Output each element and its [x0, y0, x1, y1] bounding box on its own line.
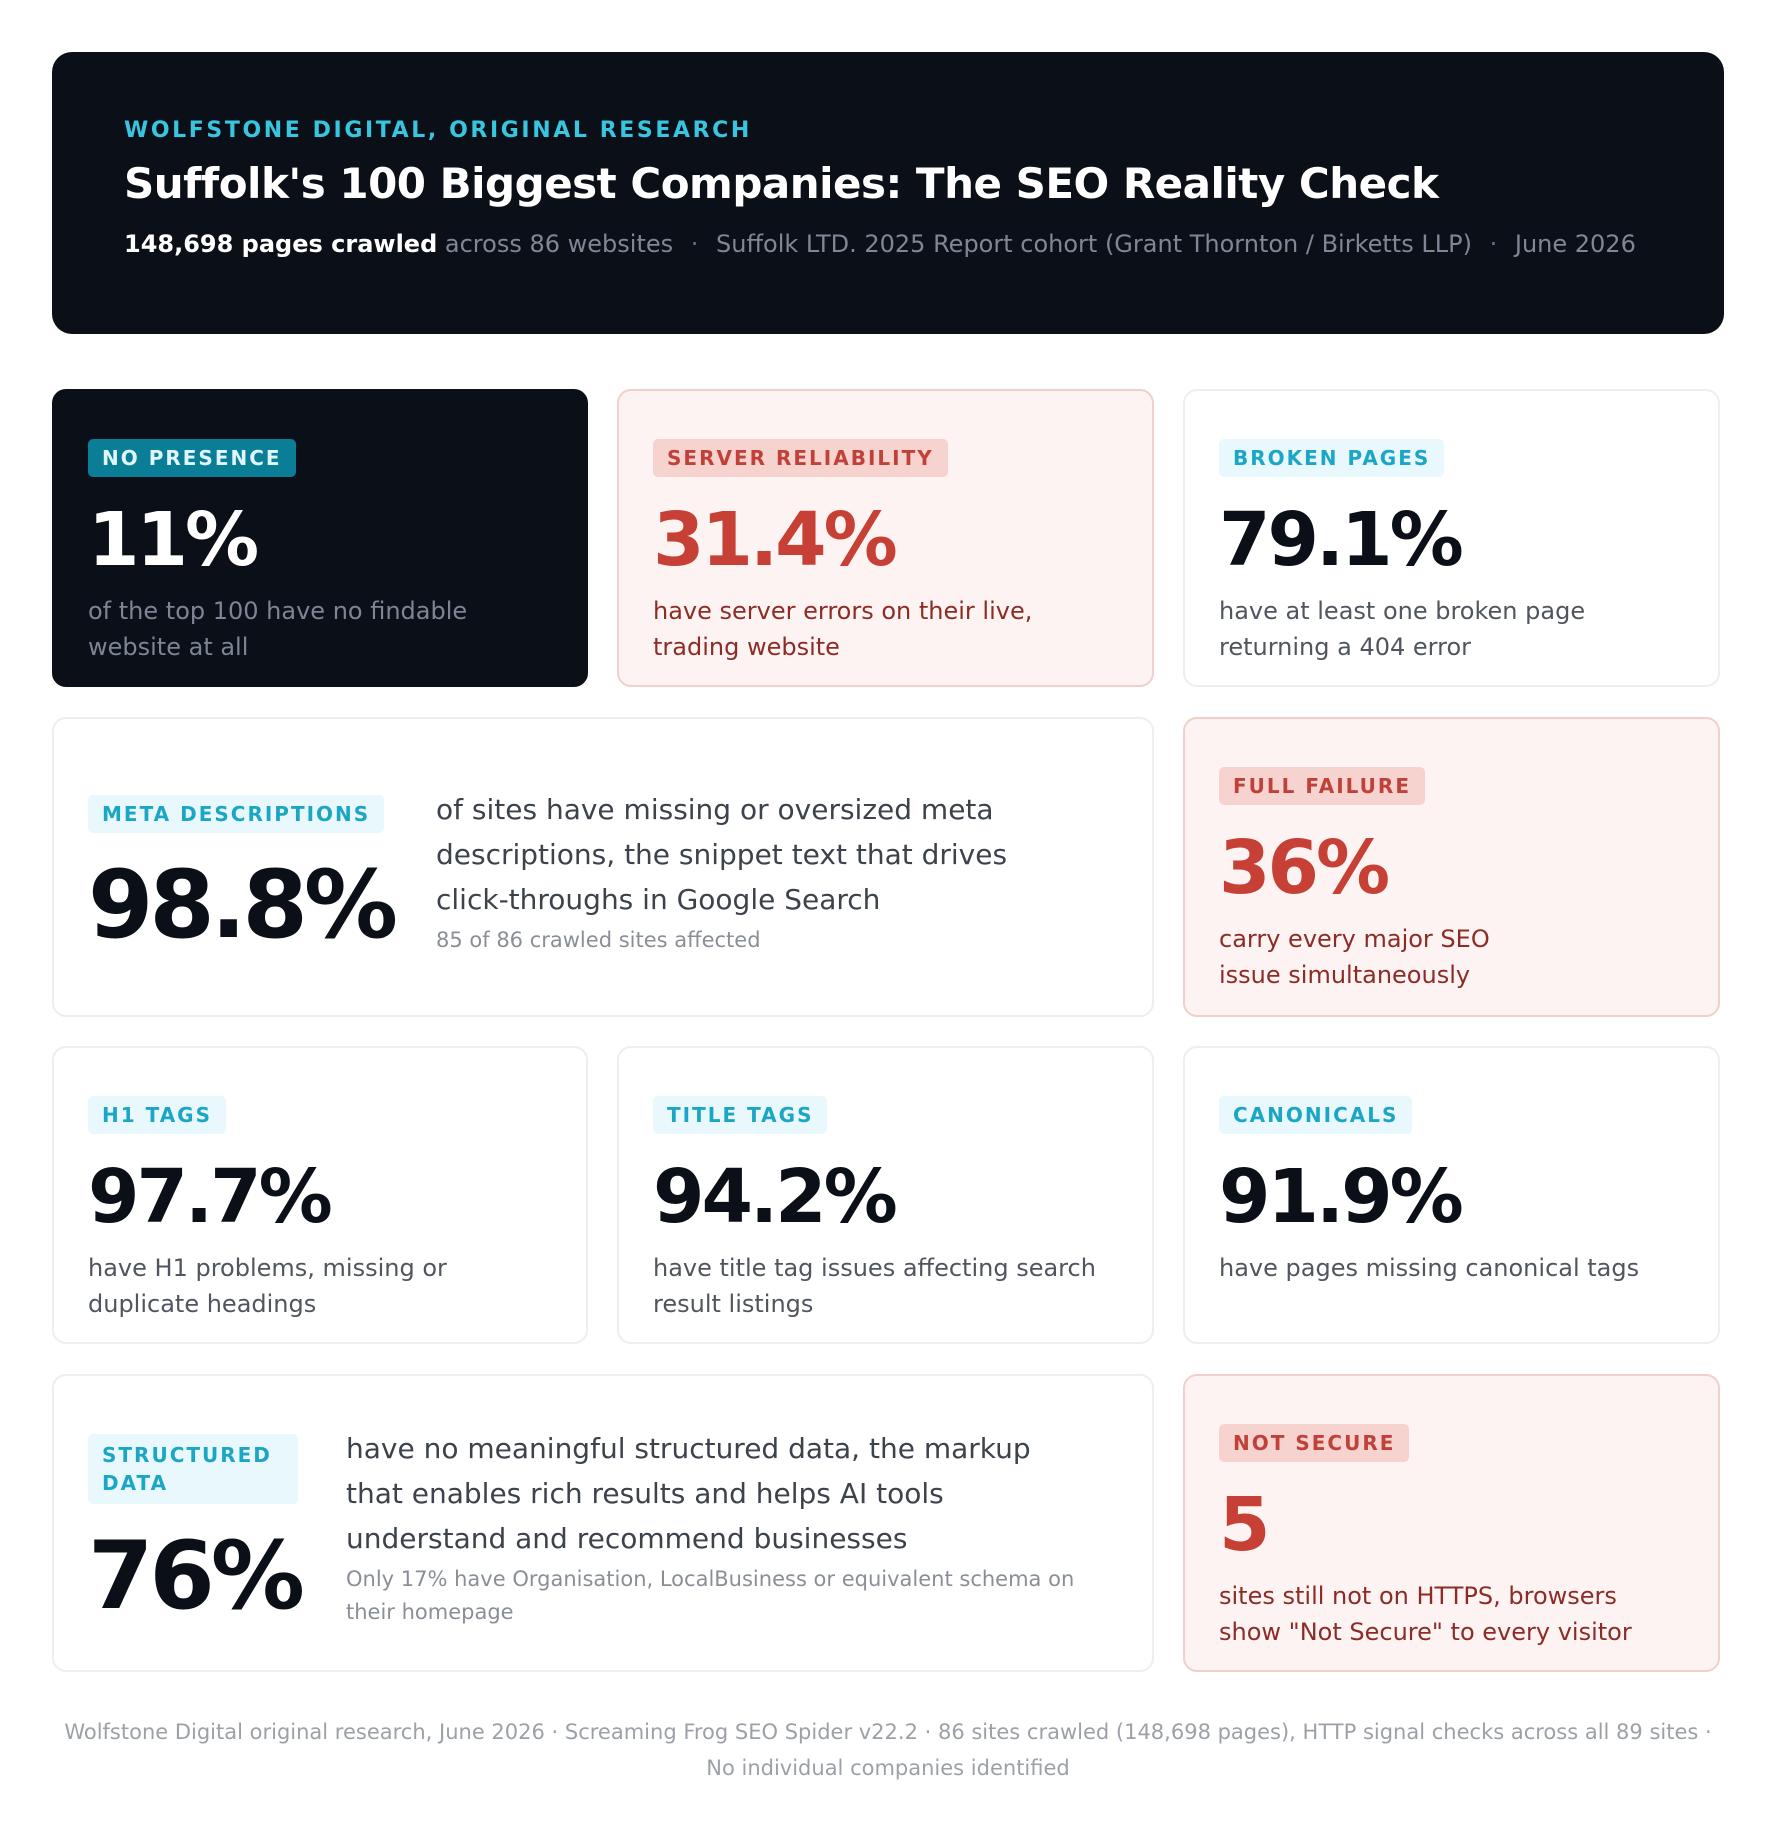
page-title: Suffolk's 100 Biggest Companies: The SEO… [124, 159, 1439, 208]
separator-dot: · [690, 230, 699, 258]
stat-badge: NO PRESENCE [88, 439, 296, 477]
stat-description: sites still not on HTTPS, browsers show … [1219, 1582, 1632, 1646]
report-header: WOLFSTONE DIGITAL, ORIGINAL RESEARCH Suf… [52, 52, 1724, 334]
stat-badge: META DESCRIPTIONS [88, 795, 385, 833]
stat-value: 76% [88, 1522, 305, 1631]
stat-description: carry every major SEO issue simultaneous… [1219, 925, 1490, 989]
cohort-text: Suffolk LTD. 2025 Report cohort (Grant T… [716, 230, 1472, 258]
stat-card-title-tags: TITLE TAGS 94.2% have title tag issues a… [617, 1046, 1154, 1344]
pages-crawled: 148,698 pages crawled [124, 230, 438, 258]
header-subline: 148,698 pages crawled across 86 websites… [124, 230, 1652, 258]
stat-value: 31.4% [653, 497, 898, 583]
stat-badge: TITLE TAGS [653, 1096, 828, 1134]
stat-description: of the top 100 have no findable website … [88, 597, 468, 661]
stat-value: 98.8% [88, 851, 398, 960]
stat-badge: SERVER RELIABILITY [653, 439, 948, 477]
stat-card-h1-tags: H1 TAGS 97.7% have H1 problems, missing … [52, 1046, 588, 1344]
websites-count: across 86 websites [444, 230, 674, 258]
stat-description: have server errors on their live, tradin… [653, 597, 1033, 661]
methodology-footer: Wolfstone Digital original research, Jun… [64, 1720, 1712, 1780]
stat-badge: STRUCTURED DATA [88, 1434, 298, 1504]
stat-card-meta-descriptions: META DESCRIPTIONS 98.8% of sites have mi… [52, 717, 1154, 1017]
report-date: June 2026 [1514, 230, 1636, 258]
stat-description: have title tag issues affecting search r… [653, 1254, 1096, 1318]
stat-value: 97.7% [88, 1154, 333, 1240]
stat-note: 85 of 86 crawled sites affected [436, 928, 761, 952]
stat-card-structured-data: STRUCTURED DATA 76% have no meaningful s… [52, 1374, 1154, 1672]
stat-value: 5 [1219, 1482, 1271, 1568]
stat-badge: CANONICALS [1219, 1096, 1413, 1134]
stat-badge: H1 TAGS [88, 1096, 227, 1134]
stat-value: 91.9% [1219, 1154, 1464, 1240]
stat-badge: BROKEN PAGES [1219, 439, 1445, 477]
separator-dot: · [1489, 230, 1498, 258]
stat-note: Only 17% have Organisation, LocalBusines… [346, 1567, 1075, 1624]
stat-description: of sites have missing or oversized meta … [436, 793, 1008, 916]
stat-value: 11% [88, 497, 259, 583]
stat-description: have pages missing canonical tags [1219, 1254, 1640, 1282]
stat-badge: NOT SECURE [1219, 1424, 1410, 1462]
stat-card-no-presence: NO PRESENCE 11% of the top 100 have no f… [52, 389, 588, 687]
stat-description: have H1 problems, missing or duplicate h… [88, 1254, 447, 1318]
stat-card-broken-pages: BROKEN PAGES 79.1% have at least one bro… [1183, 389, 1720, 687]
stat-description: have no meaningful structured data, the … [346, 1432, 1031, 1555]
stat-badge: FULL FAILURE [1219, 767, 1425, 805]
header-eyebrow: WOLFSTONE DIGITAL, ORIGINAL RESEARCH [124, 118, 752, 143]
stat-value: 94.2% [653, 1154, 898, 1240]
stat-card-not-secure: NOT SECURE 5 sites still not on HTTPS, b… [1183, 1374, 1720, 1672]
stat-card-server-reliability: SERVER RELIABILITY 31.4% have server err… [617, 389, 1154, 687]
stat-card-full-failure: FULL FAILURE 36% carry every major SEO i… [1183, 717, 1720, 1017]
stat-card-canonicals: CANONICALS 91.9% have pages missing cano… [1183, 1046, 1720, 1344]
stat-description: have at least one broken page returning … [1219, 597, 1586, 661]
stat-value: 36% [1219, 825, 1390, 911]
stat-value: 79.1% [1219, 497, 1464, 583]
